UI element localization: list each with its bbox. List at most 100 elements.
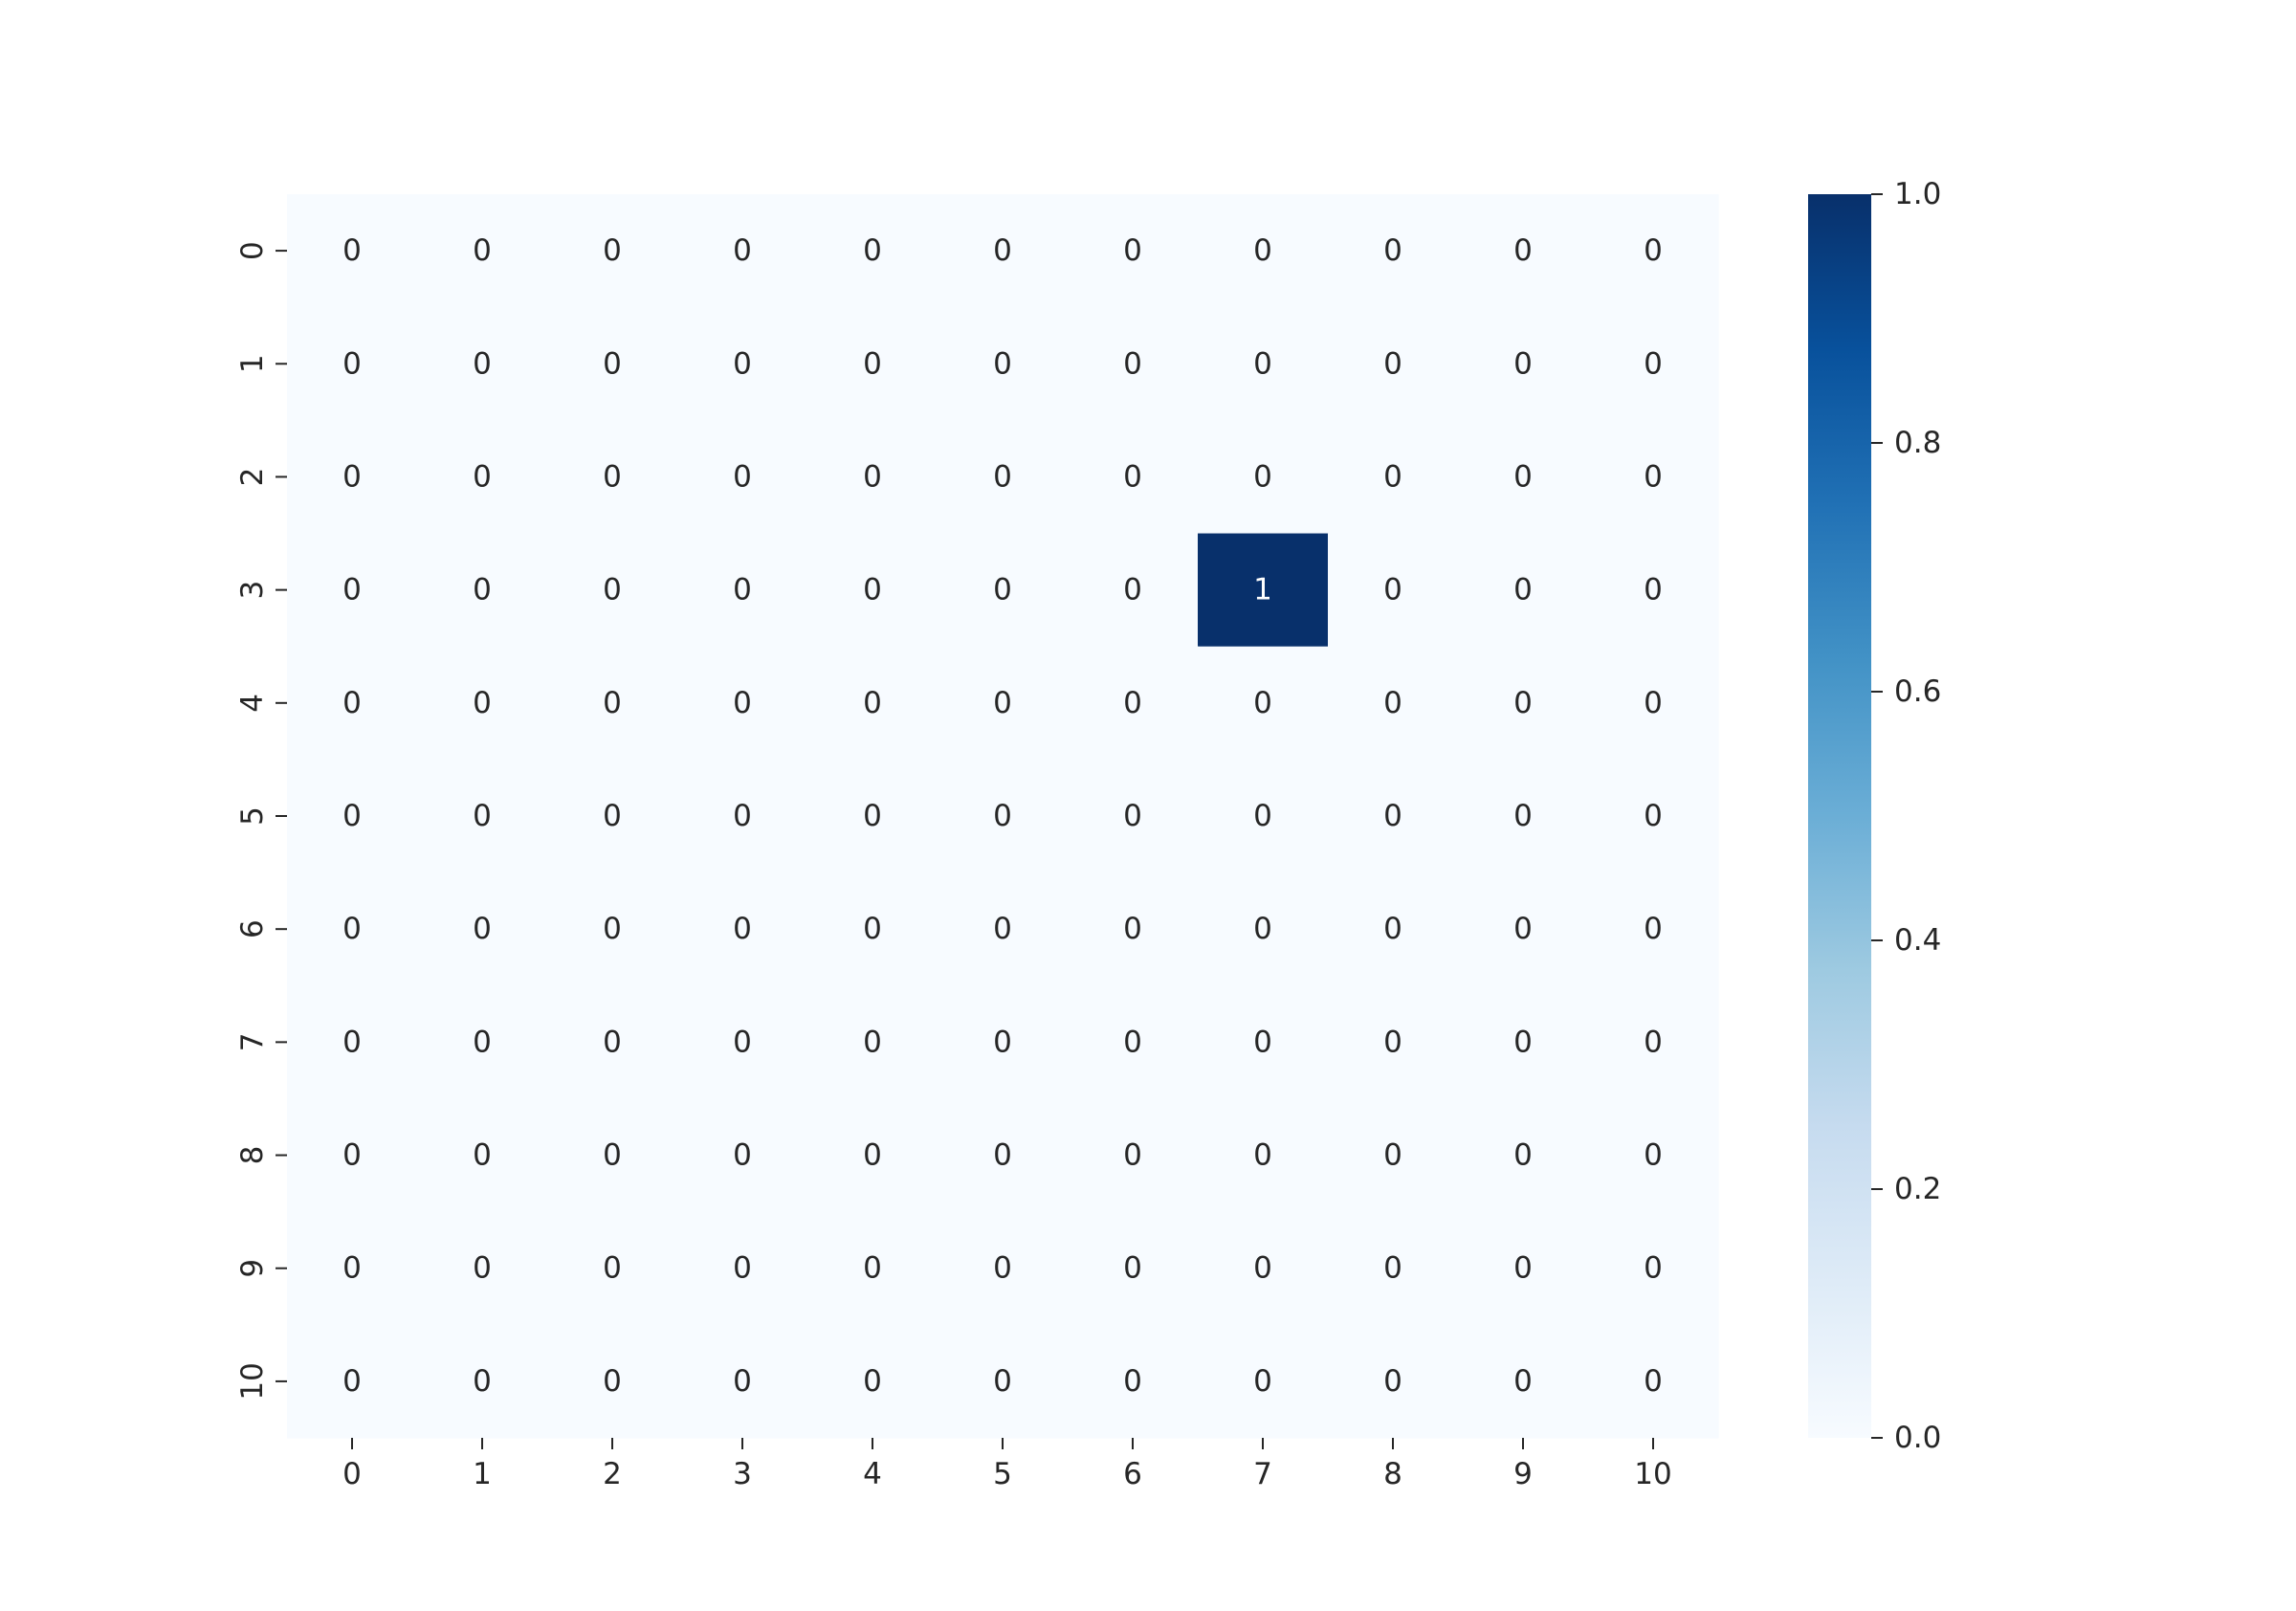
heatmap-cell [547,1098,678,1213]
cell-annotation: 0 [733,799,752,833]
heatmap-cell [807,1098,938,1213]
cell-annotation: 0 [1123,1251,1142,1286]
cell-annotation: 0 [1123,233,1142,268]
cell-annotation: 0 [1513,799,1533,833]
cell-annotation: 0 [1644,1364,1663,1399]
heatmap-cell [1458,1098,1589,1213]
cell-annotation: 0 [1513,1025,1533,1059]
heatmap-cell [1588,307,1719,421]
cell-annotation: 0 [1513,346,1533,381]
cell-annotation: 0 [1383,1251,1402,1286]
heatmap-cell [1198,533,1329,648]
heatmap-cell [1198,307,1329,421]
y-tick-label: 8 [235,1146,270,1165]
cell-annotation: 0 [1513,912,1533,946]
heatmap-cell [1458,420,1589,535]
x-tick-label: 10 [1634,1457,1671,1491]
heatmap-cell [1068,533,1199,648]
heatmap-cell [1198,420,1329,535]
cell-annotation: 0 [993,233,1012,268]
cell-annotation: 0 [1253,1251,1272,1286]
heatmap-cell [1068,1324,1199,1439]
cell-annotation: 0 [1383,459,1402,494]
y-tick-label: 6 [235,919,270,938]
cell-annotation: 0 [733,459,752,494]
heatmap-cell [1588,1098,1719,1213]
colorbar [1808,194,1871,1438]
heatmap-cell [1588,194,1719,308]
heatmap-cell [547,759,678,873]
heatmap-cells [287,194,1719,1439]
heatmap-cell [1458,646,1589,761]
cell-annotation: 0 [1253,233,1272,268]
cell-annotation: 0 [1644,1138,1663,1173]
cell-annotation: 0 [473,459,492,494]
cell-annotations: 0 0 0 0 0 0 0 0 0 0 0 0 0 0 0 0 0 0 0 0 0 0 0 0 0 0 0 0 0 0 0 0 0 0 0 0 0 0 0 0… [342,233,1663,1399]
heatmap-cell [807,194,938,308]
cell-annotation: 0 [342,459,362,494]
heatmap-cell [677,533,808,648]
heatmap-cell [1328,759,1459,873]
heatmap-cell [417,1098,548,1213]
heatmap-cell [1198,759,1329,873]
heatmap-cell [677,194,808,308]
cell-annotation: 0 [1253,912,1272,946]
cell-annotation: 0 [603,573,622,607]
cell-annotation: 0 [863,459,882,494]
heatmap-cell [417,872,548,986]
cell-annotation: 0 [1644,346,1663,381]
heatmap-cell [938,194,1069,308]
cell-annotation: 0 [603,233,622,268]
heatmap-cell [547,1211,678,1326]
cell-annotation: 0 [1513,573,1533,607]
heatmap-cell [1458,194,1589,308]
cell-annotation: 0 [603,459,622,494]
heatmap-cell [287,307,418,421]
heatmap-cell [1588,646,1719,761]
heatmap-cell [1588,872,1719,986]
heatmap-cell [1458,1211,1589,1326]
cell-annotation: 0 [473,1138,492,1173]
y-tick-label: 7 [235,1032,270,1051]
heatmap-cell [1198,1324,1329,1439]
heatmap-cell [938,1098,1069,1213]
cell-annotation: 0 [1123,686,1142,720]
heatmap-cell [1328,985,1459,1100]
cell-annotation: 0 [733,1138,752,1173]
heatmap-cell [1588,533,1719,648]
cell-annotation: 0 [1123,459,1142,494]
y-tick-label: 4 [235,694,270,713]
heatmap-cell [1198,194,1329,308]
heatmap-cell [1588,985,1719,1100]
cell-annotation: 0 [993,1364,1012,1399]
cell-annotation: 0 [863,1251,882,1286]
y-tick-label: 9 [235,1259,270,1278]
heatmap-cell [1198,985,1329,1100]
cell-annotation: 0 [863,233,882,268]
heatmap-cell [417,646,548,761]
x-tick-label: 9 [1513,1457,1533,1491]
cell-annotation: 0 [603,1138,622,1173]
cell-annotation: 0 [473,1364,492,1399]
heatmap-cell [417,759,548,873]
cell-annotation: 0 [1383,573,1402,607]
cell-annotation: 0 [1123,1364,1142,1399]
cell-annotation: 0 [993,1251,1012,1286]
heatmap-cell [1068,872,1199,986]
heatmap-cell [807,759,938,873]
cell-annotation: 0 [342,686,362,720]
heatmap-cell [1068,307,1199,421]
cell-annotation: 0 [1123,1138,1142,1173]
heatmap-cell [1458,533,1589,648]
cell-annotation: 0 [342,912,362,946]
cell-annotation: 0 [1644,233,1663,268]
cell-annotation: 0 [1644,686,1663,720]
y-tick-label: 1 [235,354,270,373]
cell-annotation: 0 [1123,799,1142,833]
heatmap-cell [1068,985,1199,1100]
cell-annotation: 0 [342,1025,362,1059]
heatmap-cell [938,759,1069,873]
cell-annotation: 0 [993,573,1012,607]
heatmap-cell [807,420,938,535]
